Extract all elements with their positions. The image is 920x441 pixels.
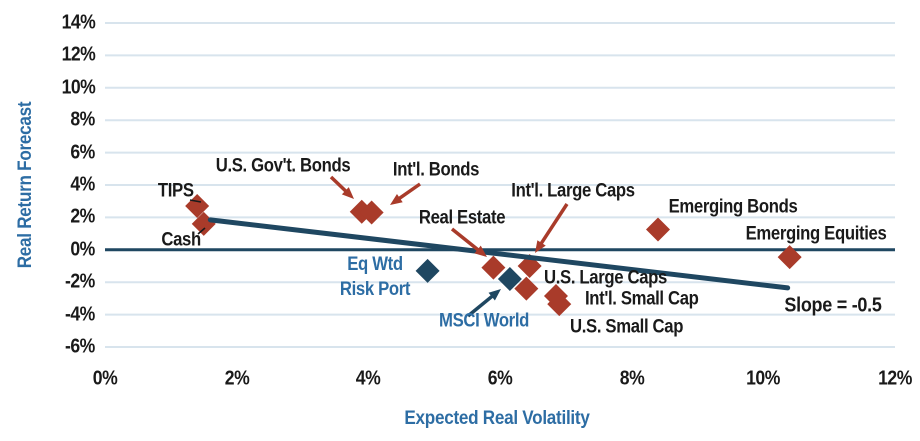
x-tick-8: 8% (619, 367, 644, 390)
x-axis-title: Expected Real Volatility (404, 408, 590, 429)
us-govt-bonds-arrow-head (341, 187, 354, 199)
point-label-emerging-equities: Emerging Equities (745, 223, 887, 245)
intl-large-caps-arrow-head (535, 240, 546, 253)
y-tick-8: 8% (70, 108, 96, 131)
msci-world-arrow-head (488, 289, 501, 301)
y-tick-12: 12% (61, 43, 95, 66)
point-label-u-s-small-cap: U.S. Small Cap (570, 316, 684, 338)
intl-bonds-arrow (394, 182, 422, 203)
y-tick-14: 14% (61, 11, 95, 34)
real-estate-arrow (450, 227, 483, 254)
y-tick-10: 10% (61, 76, 95, 99)
point-label-eq-wtd-risk-port: Eq Wtd Risk Port (339, 252, 411, 302)
trend-line (207, 217, 791, 291)
diamond-u-s-small-cap (547, 292, 572, 317)
point-label-int-l-bonds: Int'l. Bonds (392, 159, 480, 181)
point-label-int-l-small-cap: Int'l. Small Cap (585, 288, 699, 310)
x-tick-10: 10% (746, 367, 781, 390)
y-tick-2: 2% (70, 205, 96, 228)
diamond-u-s-large-caps (514, 276, 539, 301)
slope-annotation: Slope = -0.5 (784, 294, 882, 317)
diamond-emerging-bonds (646, 217, 670, 242)
x-tick-4: 4% (356, 367, 381, 390)
point-label-int-l-large-caps: Int'l. Large Caps (511, 180, 635, 202)
x-tick-2: 2% (224, 367, 249, 390)
y-tick-6: 6% (70, 141, 96, 164)
point-label-msci-world: MSCI World (439, 310, 529, 332)
point-label-line: Eq Wtd (347, 254, 403, 275)
y-axis-title: Real Return Forecast (15, 101, 36, 269)
diamond-eq-wtd-risk-port (415, 258, 440, 283)
msci-world-arrow (466, 292, 497, 318)
y-tick-0: 0% (70, 238, 96, 261)
x-tick-0: 0% (92, 367, 118, 390)
intl-bonds-arrow-head (390, 194, 403, 205)
cash-leader (197, 227, 206, 235)
point-label-u-s-gov-t-bonds: U.S. Gov't. Bonds (215, 155, 351, 177)
point-label-tips: TIPS (158, 180, 194, 202)
diamond-int-l-bonds (359, 200, 384, 225)
real-estate-arrow-head (474, 245, 487, 257)
diamond-real-estate (481, 255, 506, 280)
point-label-u-s-large-caps: U.S. Large Caps (544, 267, 667, 289)
diamond-emerging-equities (777, 245, 802, 270)
y-tick--2: -2% (65, 270, 95, 293)
x-tick-6: 6% (487, 367, 513, 390)
point-label-line: Risk Port (339, 279, 411, 300)
point-label-real-estate: Real Estate (418, 207, 506, 229)
x-tick-12: 12% (878, 367, 912, 390)
point-label-cash: Cash (161, 229, 202, 251)
tips-leader (189, 199, 202, 203)
y-tick-4: 4% (70, 173, 96, 196)
y-tick--4: -4% (65, 303, 95, 326)
point-label-emerging-bonds: Emerging Bonds (668, 196, 798, 218)
diamond-msci-world (497, 266, 522, 291)
intl-large-caps-arrow (537, 203, 569, 248)
y-tick--6: -6% (65, 335, 95, 358)
